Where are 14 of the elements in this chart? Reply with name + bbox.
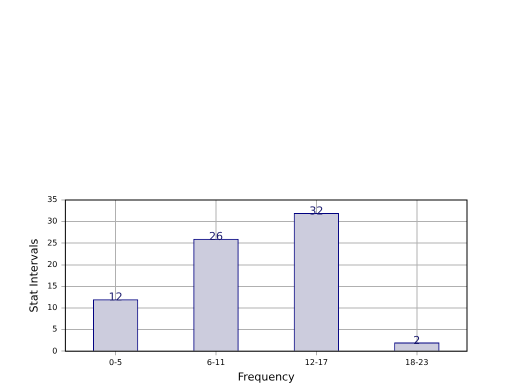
x-tick-label: 18-23 xyxy=(405,358,428,368)
x-axis-title: Frequency xyxy=(238,370,296,384)
y-tick-label: 25 xyxy=(47,238,58,248)
y-tick-label: 0 xyxy=(52,346,58,356)
y-tick-label: 5 xyxy=(52,324,58,334)
y-axis-title: Stat Intervals xyxy=(27,238,40,312)
y-tick-label: 20 xyxy=(47,260,58,269)
y-tick-label: 10 xyxy=(47,303,58,312)
x-tick-label: 12-17 xyxy=(304,358,328,368)
y-tick-label: 30 xyxy=(47,216,58,226)
y-tick-label: 35 xyxy=(47,195,58,204)
x-tick-label: 0-5 xyxy=(109,358,122,368)
x-tick-label: 6-11 xyxy=(206,358,226,368)
y-tick-label: 15 xyxy=(47,281,58,290)
